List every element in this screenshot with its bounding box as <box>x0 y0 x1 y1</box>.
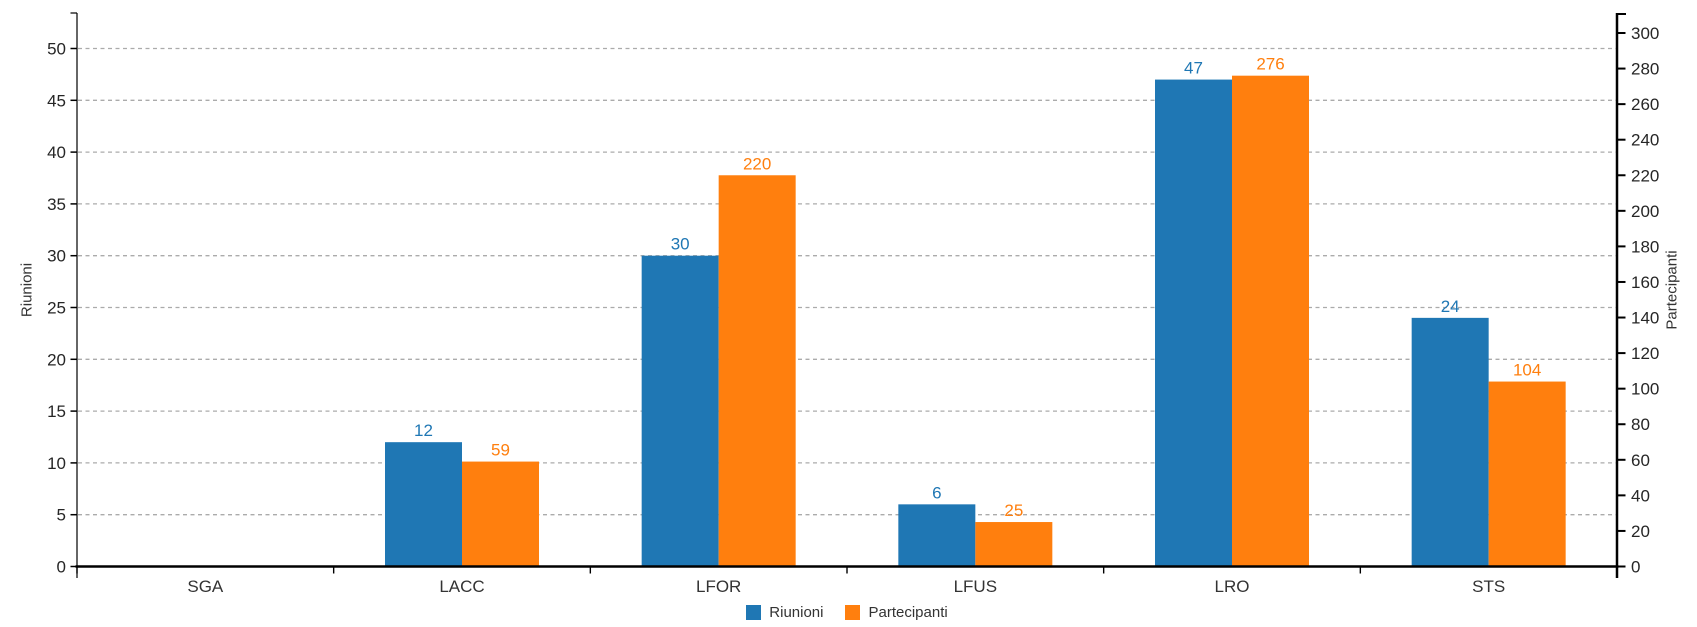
partecipanti-swatch-icon <box>845 604 861 620</box>
bar-value-label: 104 <box>1513 361 1541 380</box>
legend-item-partecipanti[interactable]: Partecipanti <box>845 603 948 621</box>
right-axis-tick-label: 80 <box>1631 415 1650 434</box>
bar-partecipanti-sts[interactable] <box>1488 381 1566 567</box>
right-axis-tick-label: 220 <box>1631 166 1659 185</box>
right-axis-tick-label: 100 <box>1631 380 1659 399</box>
bar-value-label: 30 <box>671 235 690 254</box>
bar-value-label: 24 <box>1441 297 1460 316</box>
bar-value-label: 25 <box>1004 501 1023 520</box>
right-axis-title: Partecipanti <box>1663 250 1681 330</box>
riunioni-swatch-icon <box>746 604 762 620</box>
left-axis-tick-label: 20 <box>47 350 66 369</box>
bar-value-label: 47 <box>1184 59 1203 78</box>
right-axis-tick-label: 260 <box>1631 95 1659 114</box>
left-axis-tick-label: 35 <box>47 195 66 214</box>
right-axis-tick-label: 120 <box>1631 344 1659 363</box>
left-axis-tick-label: 45 <box>47 91 66 110</box>
bar-partecipanti-lfor[interactable] <box>718 175 796 567</box>
right-axis-tick-label: 40 <box>1631 486 1650 505</box>
right-axis-tick-label: 0 <box>1631 558 1640 577</box>
right-axis-tick-label: 300 <box>1631 24 1659 43</box>
category-label: STS <box>1472 577 1505 596</box>
right-axis-tick-label: 180 <box>1631 237 1659 256</box>
legend: Riunioni Partecipanti <box>77 601 1617 623</box>
right-axis-tick-label: 160 <box>1631 273 1659 292</box>
right-axis-tick-label: 240 <box>1631 131 1659 150</box>
bar-riunioni-lfus[interactable] <box>898 504 976 567</box>
category-label: LACC <box>439 577 484 596</box>
left-axis-tick-label: 5 <box>57 506 66 525</box>
right-axis-tick-label: 20 <box>1631 522 1650 541</box>
bar-partecipanti-lfus[interactable] <box>975 522 1053 567</box>
left-axis-tick-label: 25 <box>47 299 66 318</box>
left-axis-tick-label: 10 <box>47 454 66 473</box>
bar-riunioni-sts[interactable] <box>1411 317 1489 567</box>
left-axis-tick-label: 15 <box>47 402 66 421</box>
legend-label-riunioni: Riunioni <box>769 603 824 621</box>
bar-value-label: 220 <box>743 154 771 173</box>
left-axis-tick-label: 50 <box>47 40 66 59</box>
legend-label-partecipanti: Partecipanti <box>868 603 948 621</box>
bar-value-label: 276 <box>1256 55 1284 74</box>
right-axis-tick-label: 60 <box>1631 451 1650 470</box>
left-axis-tick-label: 40 <box>47 143 66 162</box>
right-axis-tick-label: 280 <box>1631 60 1659 79</box>
legend-item-riunioni[interactable]: Riunioni <box>746 603 824 621</box>
bar-riunioni-lfor[interactable] <box>641 255 719 567</box>
bar-value-label: 6 <box>932 483 941 502</box>
bar-partecipanti-lacc[interactable] <box>462 461 539 567</box>
bar-riunioni-lacc[interactable] <box>385 442 462 567</box>
bar-value-label: 59 <box>491 441 510 460</box>
category-label: LRO <box>1215 577 1250 596</box>
left-axis-title: Riunioni <box>18 262 36 318</box>
bar-partecipanti-lro[interactable] <box>1232 75 1309 567</box>
left-axis-tick-label: 0 <box>57 558 66 577</box>
bar-riunioni-lro[interactable] <box>1155 79 1232 567</box>
bar-value-label: 12 <box>414 421 433 440</box>
right-axis-tick-label: 140 <box>1631 309 1659 328</box>
left-axis-tick-label: 30 <box>47 247 66 266</box>
category-label: LFOR <box>696 577 741 596</box>
category-label: SGA <box>187 577 224 596</box>
category-label: LFUS <box>954 577 997 596</box>
right-axis-tick-label: 200 <box>1631 202 1659 221</box>
